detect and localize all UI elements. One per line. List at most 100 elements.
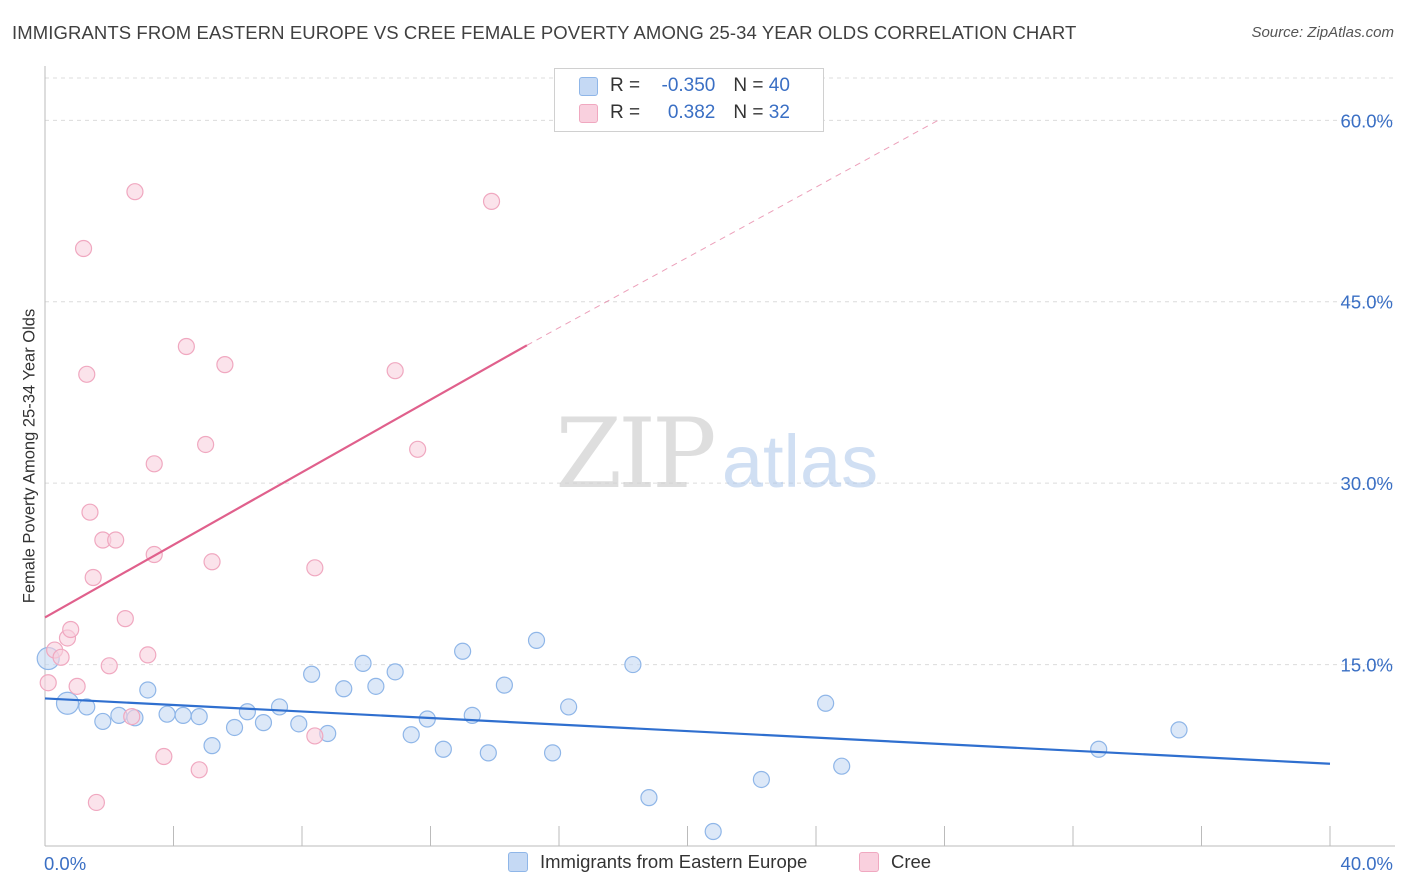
y-tick-label: 60.0% <box>1341 110 1393 131</box>
data-point-immigrants <box>55 691 80 715</box>
data-point-cree <box>52 648 70 666</box>
data-point-immigrants <box>203 737 221 755</box>
data-point-immigrants <box>495 676 513 694</box>
legend-swatch-immigrants <box>508 852 528 872</box>
data-point-immigrants <box>624 655 642 674</box>
data-point-immigrants <box>1090 740 1108 758</box>
data-point-immigrants <box>1170 721 1188 739</box>
source-label: Source: ZipAtlas.com <box>1251 24 1394 41</box>
y-tick-label: 45.0% <box>1341 292 1393 313</box>
data-point-cree <box>126 183 144 201</box>
data-point-immigrants <box>158 705 176 723</box>
data-point-immigrants <box>139 681 157 699</box>
data-point-cree <box>68 677 86 695</box>
y-tick-label: 30.0% <box>1341 473 1393 494</box>
data-point-immigrants <box>354 654 372 672</box>
data-point-cree <box>74 239 93 258</box>
data-point-immigrants <box>454 642 472 660</box>
trend-line-immigrants <box>44 697 1331 765</box>
legend-n-key: N = <box>733 75 769 96</box>
data-point-cree <box>386 362 404 380</box>
data-point-cree <box>306 727 324 745</box>
data-point-immigrants <box>238 703 256 721</box>
data-point-cree <box>81 503 99 521</box>
legend-swatch-cree <box>859 852 879 872</box>
data-point-immigrants <box>94 712 112 731</box>
data-point-cree <box>39 674 57 692</box>
data-point-immigrants <box>752 770 770 789</box>
legend-n-key: N = <box>733 102 769 123</box>
legend-item-immigrants: Immigrants from Eastern Europe <box>508 851 807 873</box>
data-point-cree <box>107 531 125 549</box>
legend-r-value-cree: 0.382 <box>667 102 716 123</box>
data-points <box>36 183 1188 841</box>
axes <box>44 66 1395 847</box>
data-point-immigrants <box>640 789 658 807</box>
data-point-immigrants <box>402 726 420 744</box>
legend-item-cree: Cree <box>859 851 931 873</box>
data-point-immigrants <box>303 665 321 683</box>
legend-row-cree: R = 0.382 N = 32 <box>579 100 790 126</box>
data-point-cree <box>100 657 118 675</box>
watermark-zip: ZIP <box>555 398 714 510</box>
data-point-cree <box>116 610 134 628</box>
data-point-immigrants <box>78 698 96 716</box>
data-point-cree <box>123 707 141 726</box>
legend-swatch-cree <box>579 103 598 123</box>
x-tick-label-max: 40.0% <box>1341 853 1393 874</box>
data-point-cree <box>87 793 106 812</box>
legend-row-immigrants: R = -0.350 N = 40 <box>579 73 790 99</box>
data-point-cree <box>145 455 163 473</box>
data-point-immigrants <box>479 744 497 762</box>
watermark: ZIP atlas <box>555 398 878 510</box>
data-point-immigrants <box>434 740 452 758</box>
legend-n-value-immigrants: 40 <box>768 75 790 96</box>
stats-legend: R = -0.350 N = 40 R = 0.382 N = 32 <box>554 68 824 132</box>
legend-n-value-cree: 32 <box>768 102 790 123</box>
trend-line-cree <box>44 344 528 619</box>
x-tick-labels: 0.0% 40.0% <box>44 853 1393 874</box>
data-point-cree <box>482 192 501 210</box>
data-point-cree <box>409 440 427 458</box>
data-point-cree <box>62 620 80 639</box>
gridlines <box>45 77 1395 666</box>
legend-r-key: R = <box>610 75 646 96</box>
data-point-immigrants <box>833 757 851 775</box>
data-point-cree <box>306 559 324 577</box>
data-point-immigrants <box>335 680 353 698</box>
data-point-cree <box>190 761 208 779</box>
legend-swatch-immigrants <box>579 76 598 96</box>
data-point-immigrants <box>543 744 562 762</box>
data-point-immigrants <box>704 822 722 841</box>
watermark-atlas: atlas <box>722 420 878 503</box>
data-point-immigrants <box>174 706 192 724</box>
trend-line-cree-extension <box>526 119 939 346</box>
legend-r-key: R = <box>610 102 646 123</box>
legend-label-cree: Cree <box>891 851 932 872</box>
legend-r-value-immigrants: -0.350 <box>661 75 716 96</box>
data-point-immigrants <box>817 694 835 712</box>
trend-lines <box>44 119 1331 765</box>
data-point-cree <box>139 646 157 664</box>
data-point-immigrants <box>290 715 308 733</box>
legend-label-immigrants: Immigrants from Eastern Europe <box>540 851 808 872</box>
data-point-immigrants <box>527 631 546 649</box>
y-tick-labels: 15.0% 30.0% 45.0% 60.0% <box>1341 110 1393 675</box>
data-point-immigrants <box>367 677 385 695</box>
data-point-cree <box>177 337 195 356</box>
data-point-cree <box>155 747 173 766</box>
data-point-cree <box>197 435 215 454</box>
data-point-immigrants <box>225 718 244 737</box>
series-legend: Immigrants from Eastern Europe Cree <box>0 851 1406 877</box>
data-point-cree <box>84 568 102 587</box>
data-point-immigrants <box>190 707 208 726</box>
data-point-immigrants <box>560 698 578 716</box>
data-point-cree <box>203 553 221 571</box>
x-tick-label-min: 0.0% <box>44 853 86 874</box>
y-tick-label: 15.0% <box>1341 655 1393 676</box>
chart-title: IMMIGRANTS FROM EASTERN EUROPE VS CREE F… <box>12 22 1077 43</box>
data-point-cree <box>78 365 96 383</box>
data-point-immigrants <box>254 714 273 732</box>
data-point-immigrants <box>270 698 289 716</box>
